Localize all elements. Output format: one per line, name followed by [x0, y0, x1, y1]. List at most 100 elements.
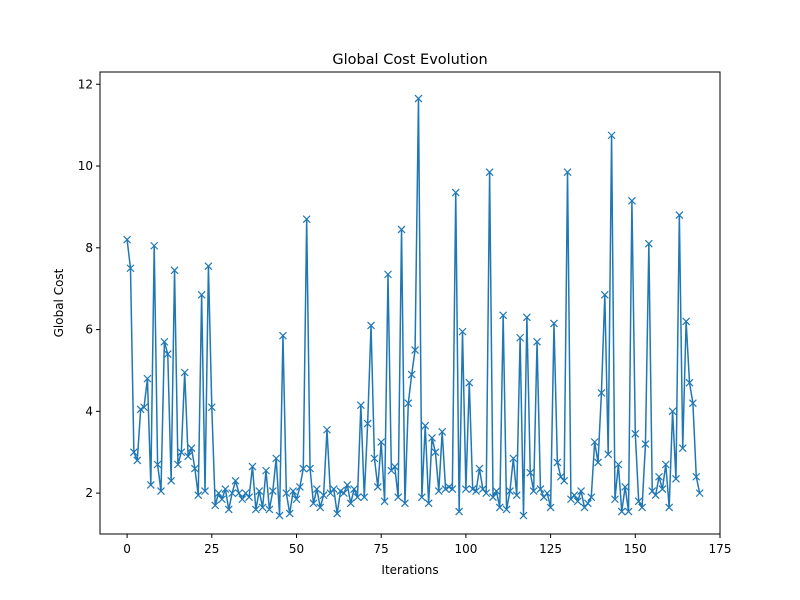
marker-stroke [448, 485, 457, 493]
marker-stroke [489, 493, 497, 502]
data-point-marker [133, 456, 142, 465]
x-tick-label: 25 [204, 542, 219, 556]
data-point-marker [536, 485, 545, 493]
marker-stroke [268, 487, 277, 495]
marker-stroke [343, 481, 352, 489]
data-point-marker [688, 399, 697, 408]
marker-stroke [356, 401, 365, 410]
marker-stroke [604, 450, 613, 459]
marker-stroke [692, 472, 701, 481]
marker-stroke [641, 440, 650, 448]
marker-stroke [417, 493, 426, 502]
data-point-marker [428, 433, 436, 442]
data-point-marker [167, 476, 176, 485]
data-point-marker [617, 507, 626, 516]
marker-stroke [316, 503, 325, 512]
series-line [126, 97, 701, 517]
data-point-marker [583, 499, 592, 508]
data-point-marker [638, 503, 647, 512]
marker-stroke [682, 317, 691, 326]
marker-stroke [685, 378, 694, 387]
marker-stroke [133, 456, 142, 465]
data-point-marker [417, 493, 426, 502]
data-point-marker [251, 505, 260, 514]
marker-stroke [421, 421, 430, 430]
data-point-marker [201, 487, 209, 495]
data-point-marker [356, 401, 365, 410]
marker-stroke [170, 266, 179, 275]
data-point-marker [502, 505, 511, 514]
data-point-marker [279, 331, 287, 340]
marker-stroke [509, 454, 518, 463]
marker-stroke [482, 489, 491, 498]
data-point-marker [397, 225, 406, 234]
marker-stroke [163, 350, 172, 359]
marker-stroke [184, 452, 193, 461]
y-tick-label: 6 [85, 323, 93, 337]
data-point-marker [546, 503, 555, 512]
data-point-marker [655, 472, 663, 481]
data-point-marker [295, 483, 304, 491]
data-point-marker [621, 483, 630, 491]
data-point-marker [461, 485, 470, 493]
data-point-marker [268, 487, 277, 495]
marker-stroke [617, 507, 626, 516]
marker-stroke [597, 389, 606, 397]
marker-stroke [302, 215, 311, 224]
data-point-marker [285, 509, 294, 518]
data-point-marker [333, 509, 342, 518]
marker-stroke [370, 454, 379, 463]
data-point-marker [472, 487, 480, 495]
marker-stroke [214, 489, 223, 498]
chart-title: Global Cost Evolution [332, 52, 487, 68]
marker-stroke [157, 487, 165, 495]
data-point-marker [404, 399, 413, 408]
data-point-marker [258, 503, 267, 512]
data-point-marker [550, 319, 558, 328]
data-point-marker [533, 337, 541, 346]
marker-stroke [411, 346, 420, 354]
data-point-marker [560, 476, 569, 485]
marker-stroke [404, 399, 413, 408]
marker-stroke [221, 485, 230, 493]
marker-stroke [329, 485, 338, 493]
marker-stroke [390, 462, 399, 471]
marker-stroke [678, 444, 687, 453]
data-point-marker [289, 487, 298, 495]
data-point-marker [627, 196, 636, 205]
x-tick-label: 75 [374, 542, 389, 556]
data-point-marker [448, 485, 457, 493]
marker-stroke [522, 313, 531, 322]
data-point-marker [370, 454, 379, 463]
data-point-marker [340, 489, 348, 498]
marker-stroke [262, 466, 270, 475]
marker-stroke [634, 497, 643, 506]
data-point-marker [455, 507, 464, 516]
data-point-marker [451, 188, 460, 197]
data-point-marker [282, 489, 291, 498]
data-point-marker [411, 346, 420, 354]
data-point-marker [265, 505, 274, 514]
marker-stroke [177, 448, 186, 457]
marker-stroke [495, 503, 504, 512]
marker-stroke [251, 505, 260, 514]
data-point-marker [194, 491, 203, 500]
data-point-marker [526, 468, 535, 477]
y-axis-title: Global Cost [52, 268, 66, 337]
data-point-marker [231, 476, 240, 485]
marker-stroke [658, 485, 667, 493]
marker-stroke [231, 476, 240, 485]
data-point-marker [390, 462, 399, 471]
marker-stroke [455, 507, 464, 516]
marker-stroke [536, 485, 545, 493]
marker-stroke [204, 262, 213, 271]
marker-stroke [187, 444, 196, 453]
marker-stroke [546, 503, 555, 512]
data-point-marker [400, 499, 409, 508]
marker-stroke [306, 464, 314, 473]
data-point-marker [522, 313, 531, 322]
data-point-marker [129, 448, 138, 457]
marker-stroke [319, 491, 328, 500]
marker-stroke [624, 507, 633, 516]
